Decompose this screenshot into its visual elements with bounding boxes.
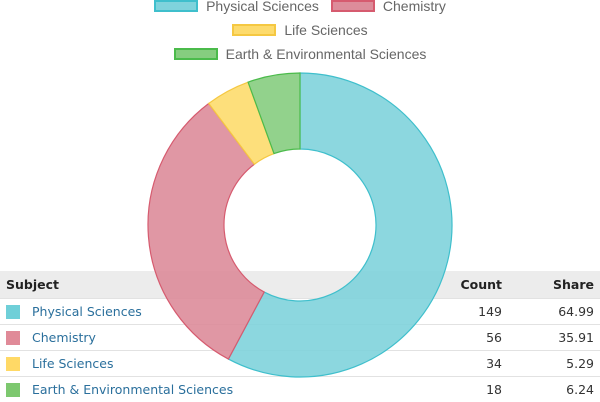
doughnut-chart [0, 0, 600, 400]
